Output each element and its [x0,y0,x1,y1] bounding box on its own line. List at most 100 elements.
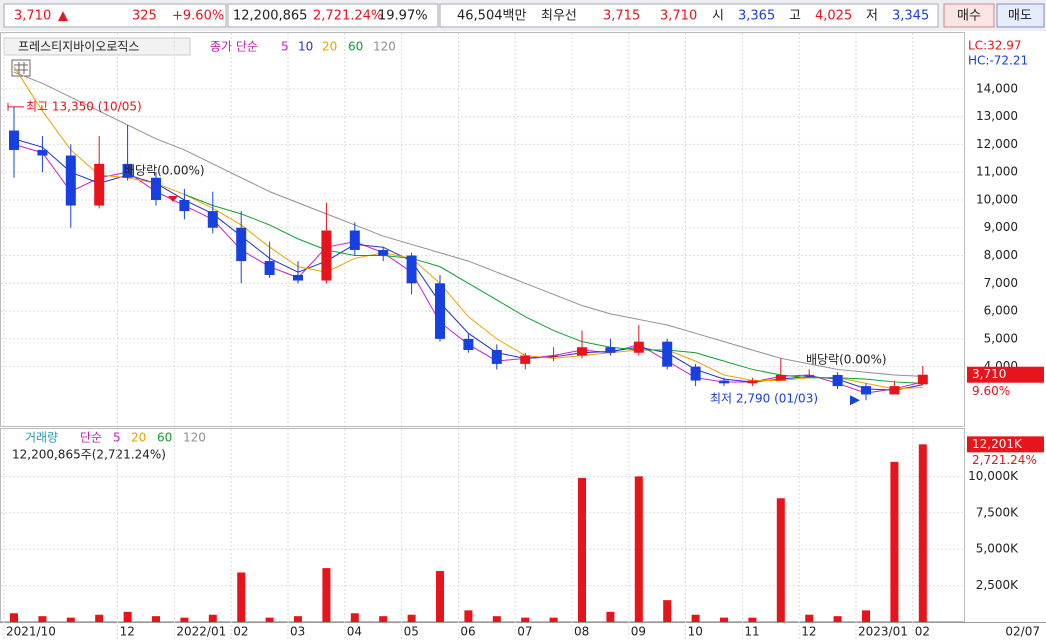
cursor-date: 02/07 [1005,625,1040,639]
volume-bar [918,444,927,622]
candle-body [236,227,247,262]
ma-line [13,71,923,377]
volume-bar [862,610,870,622]
legend-title: 종가 단순 [210,40,258,54]
candle-body [747,380,758,384]
volume-bar [10,613,18,622]
volume-bar [294,616,302,622]
volume-bar [265,617,274,622]
volume-bar [66,617,75,622]
volume-bar [38,616,47,622]
volume-bar [578,477,586,622]
low-marker [850,395,860,406]
candle-body [463,338,474,350]
volume-bar [606,611,615,622]
volume-bar [152,616,160,622]
legend-item: 60 [348,40,363,54]
candle-body [293,274,303,281]
high: 4,025 [815,9,852,24]
last-price: 3,710 [972,367,1006,381]
open: 3,365 [738,9,775,24]
legend-item: 120 [373,40,396,54]
candle-body [889,386,900,395]
y-tick-label: 9,000 [984,220,1018,234]
y-tick-label: 10,000K [968,469,1019,483]
stock-title: 프레스티지바이오로직스 [18,40,139,54]
volume-bar [95,614,104,622]
candle-body [719,380,729,384]
volume: 12,200,865 [233,9,307,24]
legend-item: 120 [183,431,206,445]
candle-body [9,130,19,150]
buy-text[interactable]: 매수 [957,9,981,24]
volume-bar [322,568,331,622]
volume-legend-title: 단순 [80,431,102,445]
volume-bar [748,617,757,622]
buy-button[interactable] [943,3,995,28]
candle-body [122,163,133,178]
ask: 3,715 [603,9,640,24]
volume-bar [492,616,501,622]
sell-text[interactable]: 매도 [1008,9,1032,24]
candle-body [491,349,502,364]
candle-body [832,374,843,387]
x-tick-label: 12 [120,625,135,639]
low: 3,345 [892,9,929,24]
candle-body [207,211,218,228]
volume-title: 거래량 [25,431,58,445]
volume-bar [180,617,189,622]
volume-bar [691,614,700,622]
candle-body [520,355,531,364]
turnover: 19.97% [378,9,428,24]
x-tick-label: 06 [460,625,475,639]
candle-body [804,374,815,376]
candle-body [775,374,786,381]
high-label: 최고 13,350 (10/05) [26,99,142,113]
y-tick-label: 10,000 [976,192,1018,206]
price: 3,710 [14,9,51,24]
x-tick-label: 04 [347,625,362,639]
candle-body [577,347,587,356]
candle-body [662,341,673,367]
y-tick-label: 5,000 [984,331,1018,345]
x-tick-label: 12 [801,625,816,639]
volume-bar [407,614,416,622]
arrow: ▲ [58,9,68,24]
candle-body [690,366,701,381]
volume-bar [521,617,530,622]
candle-body [406,255,417,284]
volume-bar [464,610,473,622]
volume-bar [237,572,246,622]
volume-info: 12,200,865주(2,721.24%) [12,448,166,462]
legend-item: 10 [298,40,313,54]
x-tick-label: 07 [517,625,532,639]
legend-item: 20 [131,431,146,445]
candle-body [65,155,76,206]
candle-body [633,341,644,353]
x-tick-label: 03 [290,625,305,639]
bid: 3,710 [660,9,697,24]
amount: 46,504백만 [457,9,526,24]
best-label: 최우선 [541,9,577,24]
candle-body [548,355,559,357]
header-box [439,3,939,28]
volume-bar [549,617,558,622]
candle-body [264,261,275,275]
candle-body [435,283,445,339]
candle-body [917,374,928,385]
last-volume-box [967,436,1044,453]
volume-bar [436,571,444,622]
last-price-box [967,366,1044,383]
change-pct: +9.60% [172,9,224,24]
change: 325 [132,9,157,24]
candle-body [605,347,616,353]
x-tick-label: 2021/10 [6,625,56,639]
candle-body [37,149,48,156]
candle-body [179,199,190,212]
sell-button[interactable] [996,3,1045,28]
candle-body [378,249,389,256]
ma-line [184,193,923,384]
low-label: 저 [866,9,878,24]
last-volume: 12,201K [972,437,1023,451]
x-tick-label: 05 [404,625,419,639]
